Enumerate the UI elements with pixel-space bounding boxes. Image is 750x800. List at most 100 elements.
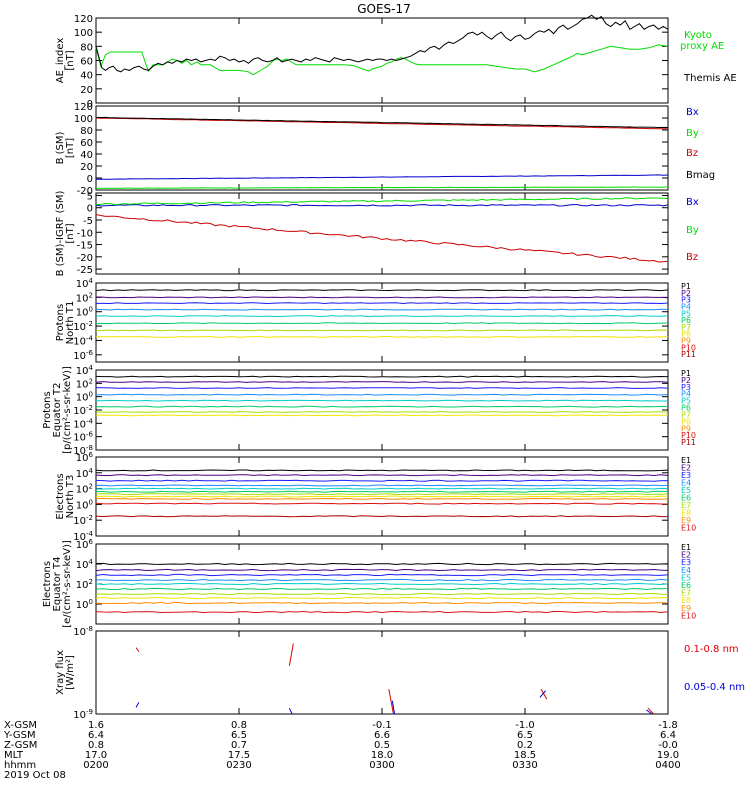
y-tick-label: 10-6 [73, 349, 93, 362]
channel-label: E4 [681, 566, 691, 575]
ephem-label: hhmm [4, 760, 36, 771]
ephem-value: 0.8 [88, 740, 104, 751]
ephem-value: 6.4 [88, 730, 104, 741]
series-line [96, 197, 669, 206]
y-tick-label: 104 [76, 364, 94, 377]
y-tick-label: 20 [80, 162, 93, 173]
channel-label: P2 [681, 289, 691, 298]
ephem-value: 0.8 [231, 720, 247, 731]
legend-label: 0.1-0.8 nm [684, 644, 739, 655]
ephem-value: 0300 [369, 760, 394, 771]
channel-line [95, 479, 669, 482]
y-tick-label: 40 [80, 150, 93, 161]
channel-label: E8 [681, 509, 691, 518]
y-axis-title: [p/(cm²-s-sr-keV)] [62, 366, 73, 454]
panel-frame [95, 17, 669, 104]
channel-label: E6 [681, 581, 691, 590]
y-axis-title: Electrons [42, 561, 53, 607]
channel-line [95, 474, 669, 477]
channel-label: E5 [681, 573, 691, 582]
ephemeris-table: X-GSM 1.6 0.8 -0.1 -1.0 -1.8 Y-GSM 6.4 6.5 6.6 6.5… [3, 720, 681, 781]
channel-label: P11 [681, 350, 696, 359]
ephem-date: 2019 Oct 08 [4, 770, 66, 781]
ephem-label: Z-GSM [4, 740, 37, 751]
ephem-value: 0.5 [374, 740, 390, 751]
y-tick-label: 0 [87, 174, 93, 185]
channel-line [96, 302, 669, 305]
y-tick-label: 5 [87, 191, 93, 202]
channel-label: P1 [681, 282, 691, 291]
y-tick-label: 10-8 [73, 625, 93, 638]
channel-label: P9 [681, 337, 691, 346]
y-tick-label: -15 [77, 241, 93, 252]
y-tick-label: 0 [87, 204, 93, 215]
channel-label: E3 [681, 558, 691, 567]
y-axis-title: Protons [55, 304, 66, 341]
channel-line [95, 469, 669, 472]
channel-line [95, 493, 669, 496]
channel-label: P7 [681, 323, 691, 332]
channel-line [95, 322, 668, 325]
y-tick-label: -20 [77, 253, 93, 264]
channel-label: P10 [681, 343, 696, 352]
y-tick-label: 60 [80, 138, 93, 149]
series-line [95, 117, 668, 130]
series-line [95, 203, 669, 207]
y-axis-title: [nT] [65, 223, 76, 243]
xray-segment [539, 690, 546, 698]
channel-line [95, 381, 669, 383]
y-tick-label: 10-6 [73, 431, 93, 444]
ephem-value: 0200 [83, 760, 108, 771]
channel-label: P3 [681, 383, 691, 392]
y-axis-title: AE_index [55, 38, 66, 84]
y-tick-label: 102 [76, 377, 93, 390]
y-axis-title: North T1 [65, 301, 76, 345]
y-axis-title: Protons [42, 391, 53, 428]
series-line [95, 174, 669, 180]
ephem-value: 17.0 [85, 750, 107, 761]
ephem-value: 0400 [655, 760, 680, 771]
channel-label: E9 [681, 604, 691, 613]
ephem-value: 0.7 [231, 740, 247, 751]
panel-frame [95, 630, 669, 715]
channel-label: E1 [681, 456, 691, 465]
channel-line [95, 601, 669, 605]
ephem-value: 0.2 [517, 740, 533, 751]
channel-label: P7 [681, 410, 691, 419]
ephem-value: 17.5 [228, 750, 250, 761]
channel-line [95, 502, 668, 505]
y-axis-title: B (SM) [55, 131, 66, 164]
xray-segment [135, 647, 140, 653]
channel-label: P6 [681, 404, 691, 413]
xray-segment [391, 700, 396, 715]
ephem-value: -0.0 [658, 740, 678, 751]
xray-segment [288, 707, 293, 715]
y-axis-title: Equator T4 [52, 557, 63, 612]
y-tick-label: 60 [80, 57, 93, 68]
y-tick-label: 80 [80, 126, 93, 137]
channel-line [95, 487, 669, 490]
channel-line [95, 375, 669, 378]
ephem-label: X-GSM [4, 720, 37, 731]
ephem-value: 1.6 [88, 720, 104, 731]
channel-line [95, 573, 669, 577]
channel-line [95, 587, 669, 591]
legend-label: By [686, 225, 699, 236]
ephem-value: 18.0 [371, 750, 393, 761]
channel-label: P4 [681, 302, 691, 311]
series-line [95, 14, 669, 73]
channel-label: E6 [681, 494, 691, 503]
channel-line [95, 497, 669, 500]
channel-label: E2 [681, 464, 691, 473]
y-tick-label: 80 [80, 42, 93, 53]
xray-segment [288, 643, 294, 666]
y-axis-title: Equator T2 [52, 383, 63, 438]
y-tick-label: 10-9 [73, 708, 93, 721]
y-axis-title: North T3 [65, 475, 76, 519]
panel-7: 100 102 104 106 Electrons Equator T4 [e/(cm²-s… [42, 538, 696, 628]
